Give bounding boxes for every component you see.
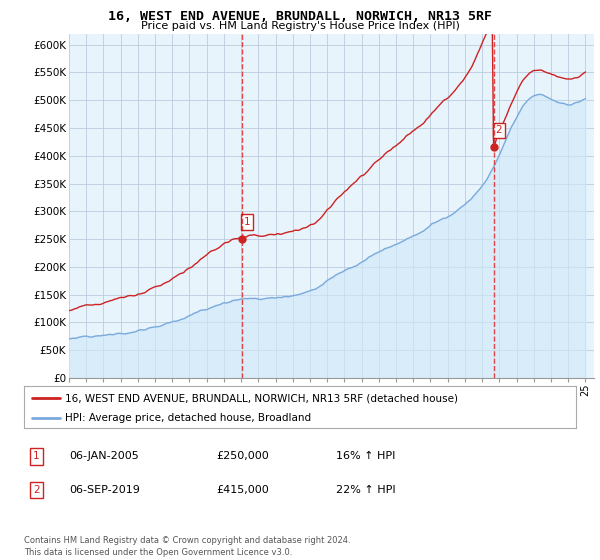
- Text: 06-SEP-2019: 06-SEP-2019: [69, 485, 140, 495]
- Text: 16% ↑ HPI: 16% ↑ HPI: [336, 451, 395, 461]
- Text: 2: 2: [33, 485, 40, 495]
- Text: 2: 2: [496, 125, 502, 136]
- Text: Contains HM Land Registry data © Crown copyright and database right 2024.
This d: Contains HM Land Registry data © Crown c…: [24, 536, 350, 557]
- Text: Price paid vs. HM Land Registry's House Price Index (HPI): Price paid vs. HM Land Registry's House …: [140, 21, 460, 31]
- Text: HPI: Average price, detached house, Broadland: HPI: Average price, detached house, Broa…: [65, 413, 311, 423]
- Text: 22% ↑ HPI: 22% ↑ HPI: [336, 485, 395, 495]
- Text: £250,000: £250,000: [216, 451, 269, 461]
- Text: 06-JAN-2005: 06-JAN-2005: [69, 451, 139, 461]
- Text: 16, WEST END AVENUE, BRUNDALL, NORWICH, NR13 5RF (detached house): 16, WEST END AVENUE, BRUNDALL, NORWICH, …: [65, 393, 458, 403]
- Text: 16, WEST END AVENUE, BRUNDALL, NORWICH, NR13 5RF: 16, WEST END AVENUE, BRUNDALL, NORWICH, …: [108, 10, 492, 23]
- Text: £415,000: £415,000: [216, 485, 269, 495]
- Text: 1: 1: [33, 451, 40, 461]
- Text: 1: 1: [244, 217, 250, 227]
